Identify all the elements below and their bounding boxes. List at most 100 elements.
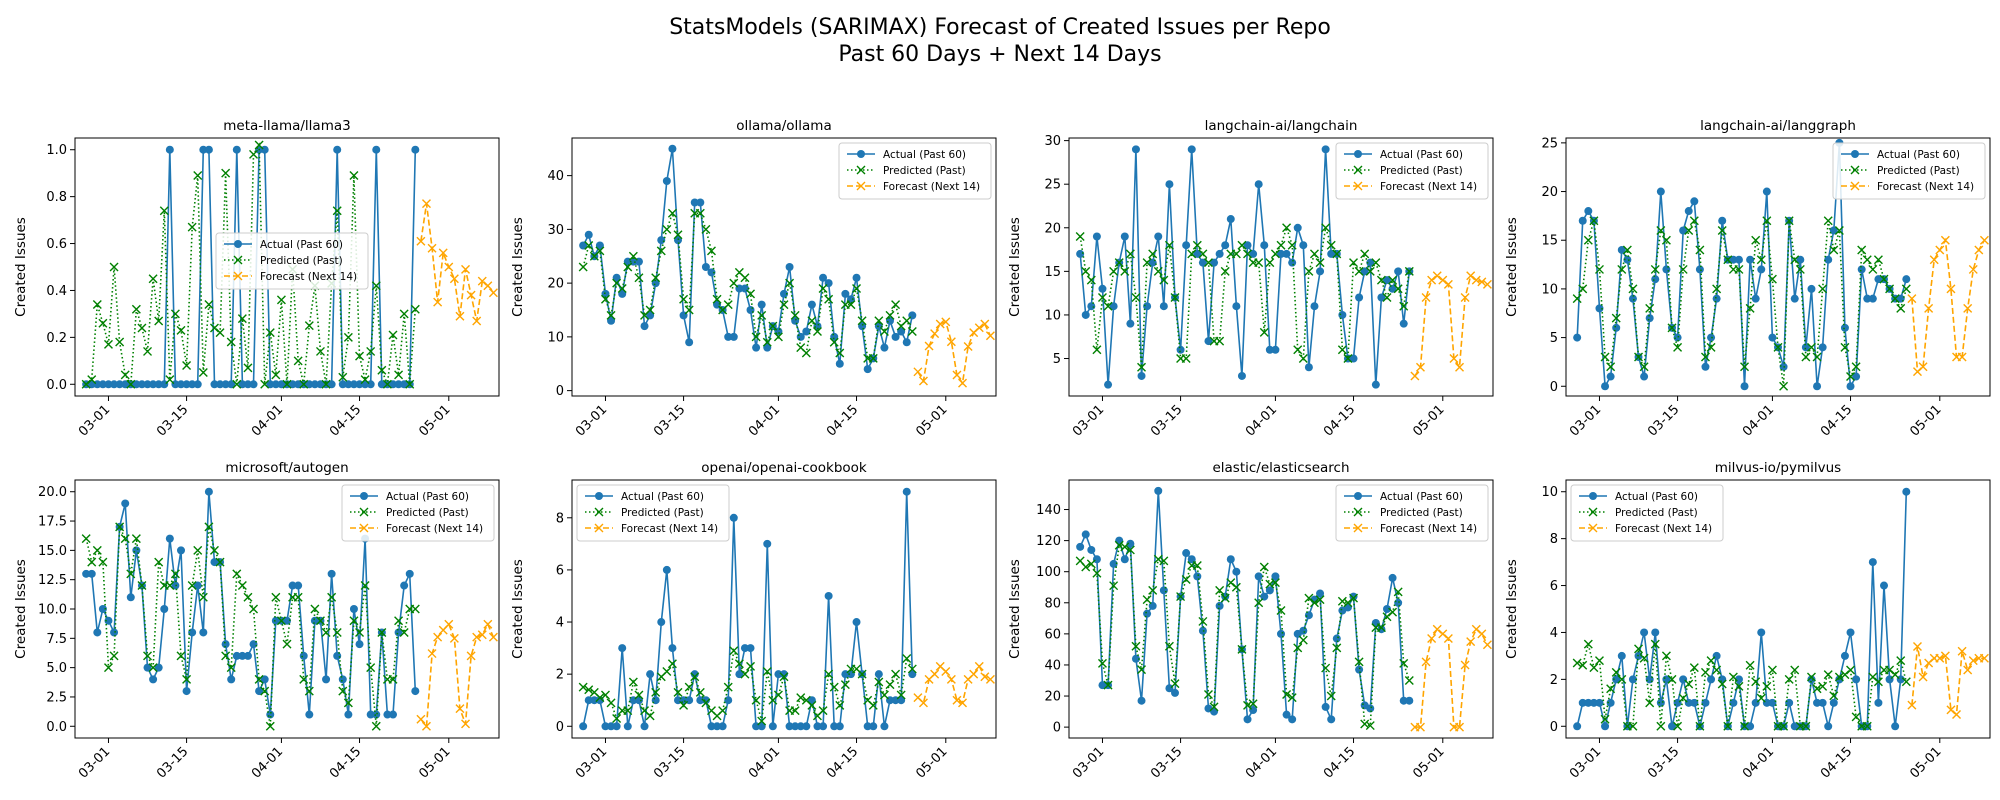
forecast-point bbox=[1427, 634, 1437, 644]
predicted-point bbox=[706, 246, 716, 256]
actual-point bbox=[1109, 302, 1118, 311]
actual-point bbox=[724, 696, 733, 705]
forecast-point bbox=[941, 317, 951, 327]
predicted-point bbox=[1276, 606, 1286, 616]
actual-point bbox=[394, 380, 403, 389]
predicted-point bbox=[868, 353, 878, 363]
predicted-point bbox=[304, 686, 314, 696]
x-tick-label: 05-01 bbox=[1907, 402, 1944, 439]
predicted-point bbox=[846, 300, 856, 310]
x-tick-label: 03-15 bbox=[651, 402, 688, 439]
actual-point bbox=[199, 145, 208, 154]
actual-point bbox=[227, 675, 236, 684]
actual-point bbox=[763, 539, 772, 548]
forecast-point bbox=[449, 274, 459, 284]
actual-point bbox=[863, 722, 872, 731]
actual-point bbox=[349, 605, 358, 613]
predicted-point bbox=[243, 363, 253, 373]
predicted-point bbox=[1840, 342, 1850, 352]
actual-point bbox=[333, 651, 342, 660]
predicted-point bbox=[818, 284, 828, 293]
y-tick-label: 4 bbox=[556, 616, 564, 631]
forecast-point bbox=[974, 661, 984, 671]
actual-point bbox=[1087, 302, 1096, 311]
predicted-point bbox=[232, 569, 242, 579]
figure-title-line-2: Past 60 Days + Next 14 Days bbox=[838, 42, 1161, 67]
predicted-point bbox=[762, 337, 772, 347]
predicted-point bbox=[1600, 352, 1610, 362]
forecast-point bbox=[980, 672, 990, 682]
actual-point bbox=[1573, 722, 1582, 731]
actual-point bbox=[294, 581, 303, 590]
predicted-point bbox=[1360, 249, 1370, 259]
predicted-point bbox=[902, 654, 912, 664]
y-axis-label: Created Issues bbox=[13, 559, 29, 659]
predicted-point bbox=[1404, 675, 1414, 685]
predicted-point bbox=[829, 337, 839, 347]
actual-point bbox=[121, 380, 130, 389]
legend-label: Predicted (Past) bbox=[1380, 507, 1463, 519]
legend-marker bbox=[234, 240, 242, 248]
plot-frame bbox=[1068, 137, 1494, 397]
actual-point bbox=[1215, 249, 1224, 258]
actual-point bbox=[132, 546, 141, 555]
legend-marker bbox=[360, 492, 368, 500]
forecast-point bbox=[930, 329, 940, 339]
forecast-point bbox=[433, 297, 443, 307]
subplot-title: meta-llama/llama3 bbox=[223, 118, 350, 134]
actual-point bbox=[1254, 180, 1263, 189]
y-tick-label: 15 bbox=[1044, 265, 1061, 280]
actual-series-line bbox=[1576, 491, 1908, 728]
figure-title-line-1: StatsModels (SARIMAX) Forecast of Create… bbox=[669, 15, 1331, 40]
predicted-point bbox=[623, 706, 633, 716]
predicted-point bbox=[137, 323, 147, 333]
predicted-point bbox=[840, 680, 850, 690]
predicted-point bbox=[734, 659, 744, 669]
predicted-point bbox=[209, 545, 219, 555]
subplot-title: milvus-io/pymilvus bbox=[1715, 460, 1841, 476]
x-tick-label: 04-01 bbox=[1740, 744, 1777, 781]
actual-point bbox=[1762, 187, 1771, 196]
forecast-series-line bbox=[1911, 646, 1985, 717]
x-tick-label: 04-01 bbox=[746, 402, 783, 439]
actual-point bbox=[1143, 609, 1152, 618]
actual-point bbox=[696, 198, 705, 207]
predicted-point bbox=[371, 281, 381, 291]
y-tick-label: 12.5 bbox=[38, 573, 67, 588]
actual-point bbox=[1182, 241, 1191, 250]
actual-point bbox=[1087, 545, 1096, 554]
legend-box bbox=[576, 484, 730, 542]
actual-series-line bbox=[1079, 149, 1411, 385]
predicted-point bbox=[1723, 255, 1733, 265]
x-tick-label: 03-15 bbox=[1148, 402, 1185, 439]
plot-frame bbox=[1068, 479, 1494, 739]
predicted-point bbox=[818, 706, 828, 716]
x-tick-label: 05-01 bbox=[416, 402, 453, 439]
forecast-point bbox=[1455, 362, 1465, 372]
forecast-point bbox=[1974, 245, 1984, 255]
forecast-point bbox=[985, 331, 995, 341]
actual-point bbox=[327, 380, 336, 389]
forecast-series-line bbox=[1911, 237, 1986, 374]
predicted-point bbox=[1645, 698, 1655, 708]
predicted-point bbox=[1578, 284, 1588, 294]
predicted-point bbox=[723, 300, 733, 310]
actual-point bbox=[1092, 232, 1101, 241]
legend-marker bbox=[856, 165, 866, 175]
y-axis-label: Created Issues bbox=[13, 217, 29, 317]
actual-point bbox=[221, 380, 230, 389]
actual-point bbox=[1701, 698, 1710, 707]
legend-marker bbox=[857, 150, 865, 158]
predicted-point bbox=[1086, 559, 1096, 569]
actual-point bbox=[1277, 629, 1285, 638]
forecast-point bbox=[444, 262, 454, 272]
subplot-title: microsoft/autogen bbox=[225, 460, 348, 476]
actual-point bbox=[584, 230, 593, 239]
forecast-point bbox=[1482, 640, 1492, 650]
actual-point bbox=[389, 710, 397, 719]
actual-point bbox=[1310, 302, 1319, 311]
predicted-point bbox=[126, 569, 136, 579]
predicted-point bbox=[1321, 663, 1331, 673]
actual-point bbox=[1757, 265, 1766, 274]
forecast-point bbox=[1415, 722, 1425, 732]
